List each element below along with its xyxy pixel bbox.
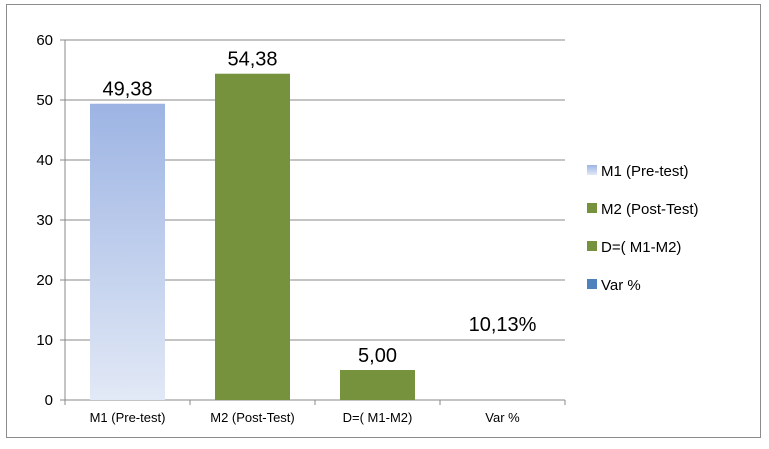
bar: [90, 103, 165, 400]
category-label: M1 (Pre-test): [90, 410, 166, 425]
y-tick-label: 40: [36, 152, 53, 169]
bar-chart: 0 10 20 30 40 50 60 49,38 M1 (Pre-test) 54,38 M2 (…: [36, 32, 699, 425]
data-label: 49,38: [102, 79, 152, 101]
legend-label: D=( M1-M2): [601, 239, 681, 256]
legend-label: M2 (Post-Test): [601, 201, 699, 218]
data-label: 5,00: [358, 345, 397, 367]
data-label: 10,13%: [469, 314, 537, 336]
legend-swatch: [587, 165, 597, 175]
bar: [340, 370, 415, 400]
category-label: D=( M1-M2): [343, 410, 413, 425]
labels: 0 10 20 30 40 50 60 49,38 M1 (Pre-test) 54,38 M2 (…: [36, 32, 536, 425]
bars: [90, 73, 415, 400]
category-label: Var %: [485, 410, 520, 425]
legend-label: Var %: [601, 277, 641, 294]
y-tick-label: 60: [36, 32, 53, 49]
y-tick-label: 50: [36, 92, 53, 109]
legend: M1 (Pre-test) M2 (Post-Test) D=( M1-M2) Var…: [587, 163, 699, 294]
legend-swatch: [587, 279, 597, 289]
bar: [215, 73, 290, 400]
legend-swatch: [587, 203, 597, 213]
chart-frame: 0 10 20 30 40 50 60 49,38 M1 (Pre-test) 54,38 M2 (…: [6, 4, 761, 438]
data-label: 54,38: [227, 49, 277, 71]
y-tick-label: 30: [36, 212, 53, 229]
y-tick-label: 10: [36, 332, 53, 349]
y-tick-label: 20: [36, 272, 53, 289]
legend-swatch: [587, 241, 597, 251]
y-tick-label: 0: [45, 392, 53, 409]
category-label: M2 (Post-Test): [210, 410, 295, 425]
legend-label: M1 (Pre-test): [601, 163, 689, 180]
